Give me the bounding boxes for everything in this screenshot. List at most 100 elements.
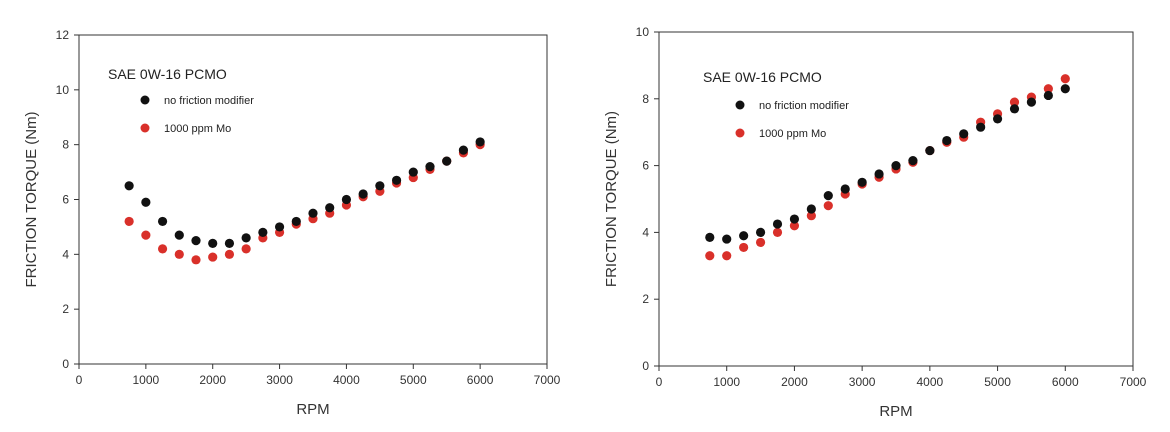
data-point (1060, 74, 1070, 84)
y-tick-label: 0 (62, 357, 69, 371)
data-point (959, 129, 969, 139)
legend-marker (735, 128, 745, 138)
x-tick-label: 2000 (199, 373, 226, 387)
data-point (241, 233, 251, 243)
data-point (341, 194, 352, 205)
y-axis-label: FRICTION TORQUE (Nm) (603, 111, 620, 287)
y-tick-label: 8 (642, 92, 649, 106)
data-point (258, 227, 268, 237)
data-point (1043, 84, 1053, 94)
data-point (772, 227, 783, 237)
x-tick-label: 1000 (133, 373, 160, 387)
y-tick-label: 10 (56, 83, 70, 97)
x-tick-label: 6000 (467, 373, 494, 387)
data-point (425, 162, 435, 172)
data-point (291, 216, 301, 227)
x-tick-label: 4000 (917, 375, 944, 389)
data-point (174, 230, 184, 240)
data-point (375, 181, 385, 191)
data-point (1060, 84, 1070, 94)
y-tick-label: 4 (62, 247, 69, 261)
data-point (141, 230, 151, 240)
x-tick-label: 2000 (781, 375, 808, 389)
legend-label: no friction modifier (164, 95, 254, 107)
legend-marker (140, 123, 150, 133)
data-point (391, 175, 402, 185)
data-point (976, 122, 986, 132)
data-point (1009, 97, 1020, 107)
x-tick-label: 1000 (713, 375, 740, 389)
data-point (789, 214, 800, 224)
legend-marker (735, 100, 745, 110)
x-tick-label: 0 (656, 375, 663, 389)
data-point (806, 211, 816, 221)
data-point (789, 221, 800, 231)
data-point (806, 204, 816, 214)
data-point (755, 237, 766, 248)
data-point (908, 155, 918, 166)
data-point (823, 191, 833, 201)
data-point (358, 189, 368, 199)
x-tick-label: 3000 (849, 375, 876, 389)
data-point (1009, 104, 1020, 114)
data-point (925, 145, 935, 156)
data-point (840, 184, 850, 194)
x-tick-label: 5000 (984, 375, 1011, 389)
data-point (705, 232, 715, 243)
plot-frame (658, 31, 1134, 367)
y-tick-label: 4 (642, 225, 649, 239)
x-tick-label: 3000 (266, 373, 293, 387)
chart-1: 0 1000 2000 3000 4000 5000 6000 7000 0 2 4 6 8 10 12 RP… (23, 28, 561, 418)
data-point (992, 114, 1003, 124)
data-point (739, 231, 749, 241)
data-point (325, 203, 335, 213)
data-point (442, 156, 452, 166)
y-tick-label: 0 (642, 359, 649, 373)
data-point (191, 255, 201, 265)
data-point (857, 177, 867, 187)
series-points (124, 137, 485, 248)
y-tick-label: 6 (642, 159, 649, 173)
y-tick-label: 2 (62, 302, 69, 316)
data-point (274, 222, 285, 232)
data-point (157, 216, 168, 227)
data-point (458, 145, 469, 155)
x-tick-label: 6000 (1052, 375, 1079, 389)
data-point (722, 251, 732, 261)
series-points (124, 140, 485, 265)
data-point (739, 242, 749, 253)
data-point (823, 201, 833, 211)
y-tick-label: 6 (62, 193, 69, 207)
data-point (241, 244, 251, 254)
data-point (755, 227, 766, 237)
data-point (308, 208, 318, 218)
legend-label: 1000 ppm Mo (164, 123, 231, 135)
y-tick-label: 8 (62, 138, 69, 152)
data-point (1026, 97, 1037, 107)
data-point (475, 137, 485, 147)
x-tick-label: 7000 (534, 373, 561, 387)
data-point (224, 238, 235, 248)
x-axis-label: RPM (879, 403, 912, 420)
legend-label: 1000 ppm Mo (759, 128, 826, 140)
data-point (208, 238, 218, 248)
chart-title: SAE 0W-16 PCMO (108, 66, 227, 82)
data-point (705, 251, 715, 261)
data-point (891, 161, 901, 171)
data-point (772, 219, 783, 229)
data-point (874, 169, 884, 179)
data-point (124, 181, 134, 191)
data-point (141, 197, 151, 207)
y-axis-label: FRICTION TORQUE (Nm) (23, 111, 40, 287)
data-point (942, 135, 952, 146)
y-tick-label: 12 (56, 28, 70, 42)
chart-title: SAE 0W-16 PCMO (703, 69, 822, 85)
x-tick-label: 0 (76, 373, 83, 387)
data-point (157, 244, 168, 254)
y-tick-label: 10 (636, 25, 650, 39)
x-tick-label: 5000 (400, 373, 427, 387)
data-point (208, 252, 218, 262)
x-tick-label: 7000 (1120, 375, 1147, 389)
data-point (408, 167, 418, 177)
